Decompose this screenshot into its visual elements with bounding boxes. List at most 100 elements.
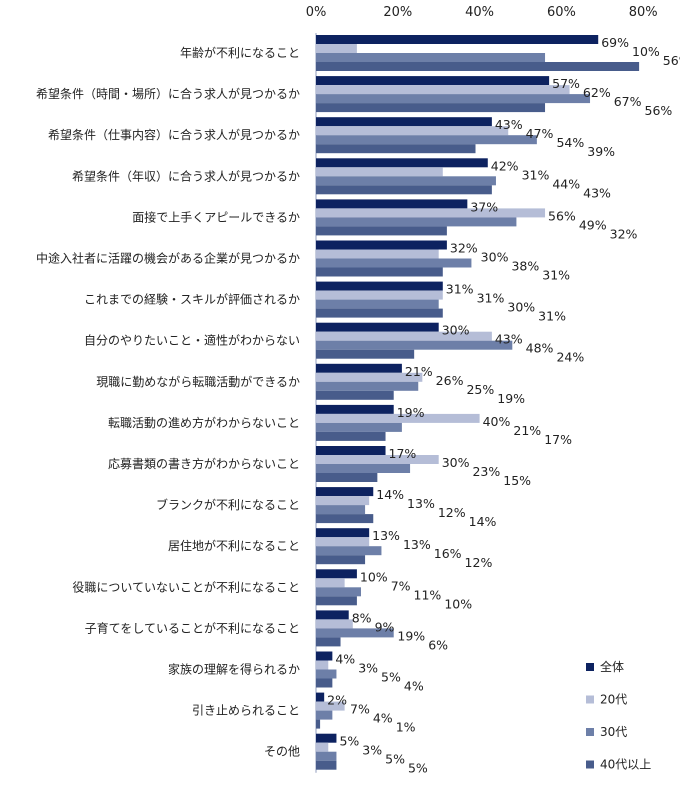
data-label: 56% xyxy=(663,53,680,68)
category-label: 家族の理解を得られるか xyxy=(168,662,300,677)
data-label: 44% xyxy=(552,176,580,191)
bar-30代 xyxy=(316,628,394,638)
legend-swatch xyxy=(586,728,594,736)
bar-20代 xyxy=(316,85,570,95)
data-label: 30% xyxy=(442,455,470,470)
data-label: 37% xyxy=(470,199,498,214)
category-label: 転職活動の進め方がわからないこと xyxy=(108,415,300,430)
data-label: 26% xyxy=(436,373,464,388)
bar-20代 xyxy=(316,413,480,423)
bar-全体 xyxy=(316,281,443,291)
x-tick-label: 80% xyxy=(629,5,658,20)
bar-全体 xyxy=(316,322,439,332)
data-label: 10% xyxy=(360,569,388,584)
bar-全体 xyxy=(316,76,550,86)
bar-20代 xyxy=(316,290,443,300)
bar-40代以上 xyxy=(316,349,415,359)
data-label: 10% xyxy=(444,596,472,611)
data-label: 31% xyxy=(477,291,505,306)
data-label: 19% xyxy=(497,391,525,406)
x-tick-label: 20% xyxy=(383,5,412,20)
legend-label: 20代 xyxy=(600,693,627,707)
data-label: 54% xyxy=(556,135,584,150)
data-label: 5% xyxy=(339,734,359,749)
bar-20代 xyxy=(316,660,329,670)
data-label: 30% xyxy=(481,250,509,265)
legend-swatch xyxy=(586,760,594,769)
bar-30代 xyxy=(316,669,337,679)
category-label: 引き止められること xyxy=(192,704,300,718)
data-label: 12% xyxy=(438,505,466,520)
bar-40代以上 xyxy=(316,390,394,400)
bar-30代 xyxy=(316,299,439,309)
data-label: 16% xyxy=(434,546,462,561)
data-label: 21% xyxy=(405,364,433,379)
x-tick-label: 0% xyxy=(306,5,327,20)
data-label: 9% xyxy=(375,619,395,634)
data-label: 6% xyxy=(428,637,448,652)
legend-label: 全体 xyxy=(600,659,624,674)
bar-30代 xyxy=(316,710,333,720)
category-label: 年齢が不利になること xyxy=(180,45,300,60)
data-label: 31% xyxy=(446,282,474,297)
bar-全体 xyxy=(316,651,333,661)
category-label: 希望条件（仕事内容）に合う求人が見つかるか xyxy=(48,127,300,142)
bar-全体 xyxy=(316,199,468,209)
data-label: 21% xyxy=(513,423,541,438)
data-label: 32% xyxy=(450,241,478,256)
data-label: 4% xyxy=(373,711,393,726)
bar-全体 xyxy=(316,528,370,538)
category-label: 居住地が不利になること xyxy=(168,538,300,553)
category-label: 現職に勤めながら転職活動ができるか xyxy=(96,374,300,389)
data-label: 38% xyxy=(511,259,539,274)
bar-全体 xyxy=(316,117,492,127)
legend-label: 40代以上 xyxy=(600,758,651,772)
bar-20代 xyxy=(316,44,357,53)
bar-40代以上 xyxy=(316,473,378,482)
bar-20代 xyxy=(316,496,370,506)
bar-30代 xyxy=(316,381,419,391)
bar-全体 xyxy=(316,363,402,373)
data-label: 5% xyxy=(408,761,428,776)
data-label: 5% xyxy=(385,752,405,767)
data-label: 39% xyxy=(587,144,615,159)
data-label: 69% xyxy=(601,35,629,50)
data-label: 57% xyxy=(552,76,580,91)
bar-全体 xyxy=(316,404,394,414)
data-label: 47% xyxy=(526,126,554,141)
data-label: 30% xyxy=(442,323,470,338)
data-label: 5% xyxy=(381,670,401,685)
data-label: 30% xyxy=(507,300,535,315)
bar-40代以上 xyxy=(316,185,492,195)
bar-全体 xyxy=(316,35,599,44)
bar-全体 xyxy=(316,487,374,497)
category-label: 役職についていないことが不利になること xyxy=(72,579,300,594)
bar-40代以上 xyxy=(316,308,443,318)
bar-全体 xyxy=(316,692,325,702)
bar-20代 xyxy=(316,208,546,218)
category-label: 希望条件（年収）に合う求人が見つかるか xyxy=(72,168,300,183)
bar-40代以上 xyxy=(316,267,443,277)
data-label: 7% xyxy=(391,578,411,593)
data-label: 15% xyxy=(503,473,531,488)
bar-20代 xyxy=(316,372,423,382)
bar-20代 xyxy=(316,537,370,547)
bar-30代 xyxy=(316,422,402,432)
bar-40代以上 xyxy=(316,678,333,688)
bar-30代 xyxy=(316,505,366,515)
data-label: 48% xyxy=(526,341,554,356)
bar-30代 xyxy=(316,546,382,556)
data-label: 25% xyxy=(466,382,494,397)
data-label: 42% xyxy=(491,158,519,173)
bar-30代 xyxy=(316,340,513,350)
bar-40代以上 xyxy=(316,103,546,113)
data-label: 2% xyxy=(327,693,347,708)
category-label: その他 xyxy=(264,745,300,759)
bar-20代 xyxy=(316,455,439,464)
bar-20代 xyxy=(316,167,443,177)
data-label: 13% xyxy=(403,537,431,552)
category-label: ブランクが不利になること xyxy=(156,497,300,512)
data-label: 43% xyxy=(583,185,611,200)
data-label: 43% xyxy=(495,332,523,347)
